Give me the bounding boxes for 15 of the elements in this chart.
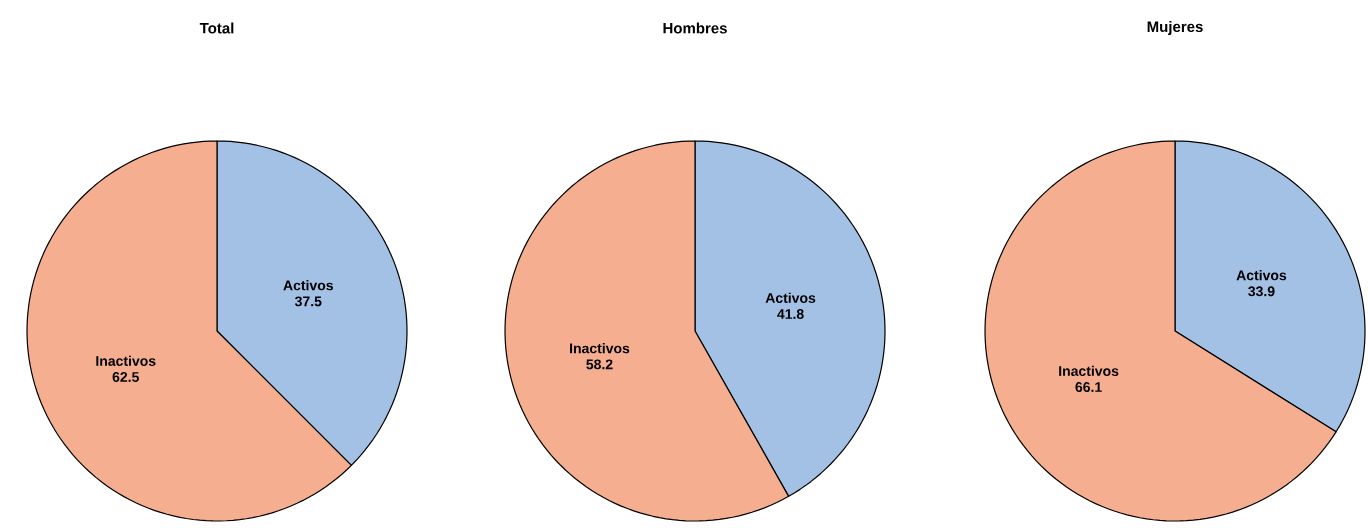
slice-label: Activos (283, 280, 333, 291)
slice-label: Inactivos (570, 343, 630, 354)
slice-label: Activos (1236, 269, 1287, 281)
slice-label: Activos (765, 292, 816, 303)
data-label: 66.1 (1075, 382, 1102, 393)
data-label: 41.8 (777, 309, 804, 319)
data-label: 62.5 (112, 372, 139, 382)
chart-title: Hombres (663, 22, 727, 34)
data-label: 33.9 (1248, 286, 1275, 297)
slice-label: Inactivos (1059, 365, 1119, 377)
data-label: 58.2 (586, 359, 613, 370)
chart-title: Total (199, 22, 234, 34)
chart-title: Mujeres (1147, 21, 1203, 35)
slice-label: Inactivos (96, 355, 156, 366)
data-label: 37.5 (294, 296, 322, 307)
